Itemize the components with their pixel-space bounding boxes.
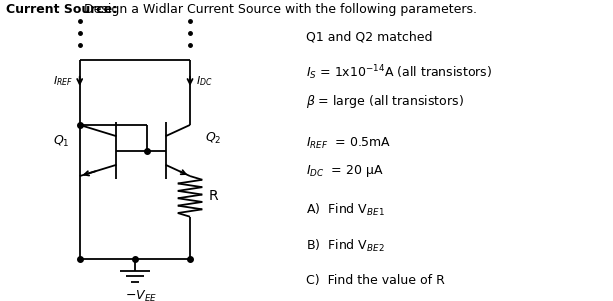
Text: Design a Widlar Current Source with the following parameters.: Design a Widlar Current Source with the … <box>80 3 477 16</box>
Text: $Q_2$: $Q_2$ <box>205 131 222 146</box>
Text: A)  Find V$_{BE1}$: A) Find V$_{BE1}$ <box>306 202 386 218</box>
Text: $I_S$ = 1x10$^{-14}$A (all transistors): $I_S$ = 1x10$^{-14}$A (all transistors) <box>306 63 493 82</box>
Text: R: R <box>208 189 218 203</box>
Text: $I_{DC}$  = 20 μA: $I_{DC}$ = 20 μA <box>306 163 384 178</box>
Text: $I_{REF}$  = 0.5mA: $I_{REF}$ = 0.5mA <box>306 135 392 150</box>
Text: $Q_1$: $Q_1$ <box>53 134 70 149</box>
Text: $-V_{EE}$: $-V_{EE}$ <box>125 289 157 301</box>
Text: $\beta$ = large (all transistors): $\beta$ = large (all transistors) <box>306 93 465 110</box>
Text: $I_{REF}$: $I_{REF}$ <box>53 74 74 88</box>
Text: $I_{DC}$: $I_{DC}$ <box>196 74 213 88</box>
Text: C)  Find the value of R: C) Find the value of R <box>306 274 446 287</box>
Text: Current Source:: Current Source: <box>6 3 117 16</box>
Text: B)  Find V$_{BE2}$: B) Find V$_{BE2}$ <box>306 238 385 254</box>
Text: Q1 and Q2 matched: Q1 and Q2 matched <box>306 30 433 43</box>
